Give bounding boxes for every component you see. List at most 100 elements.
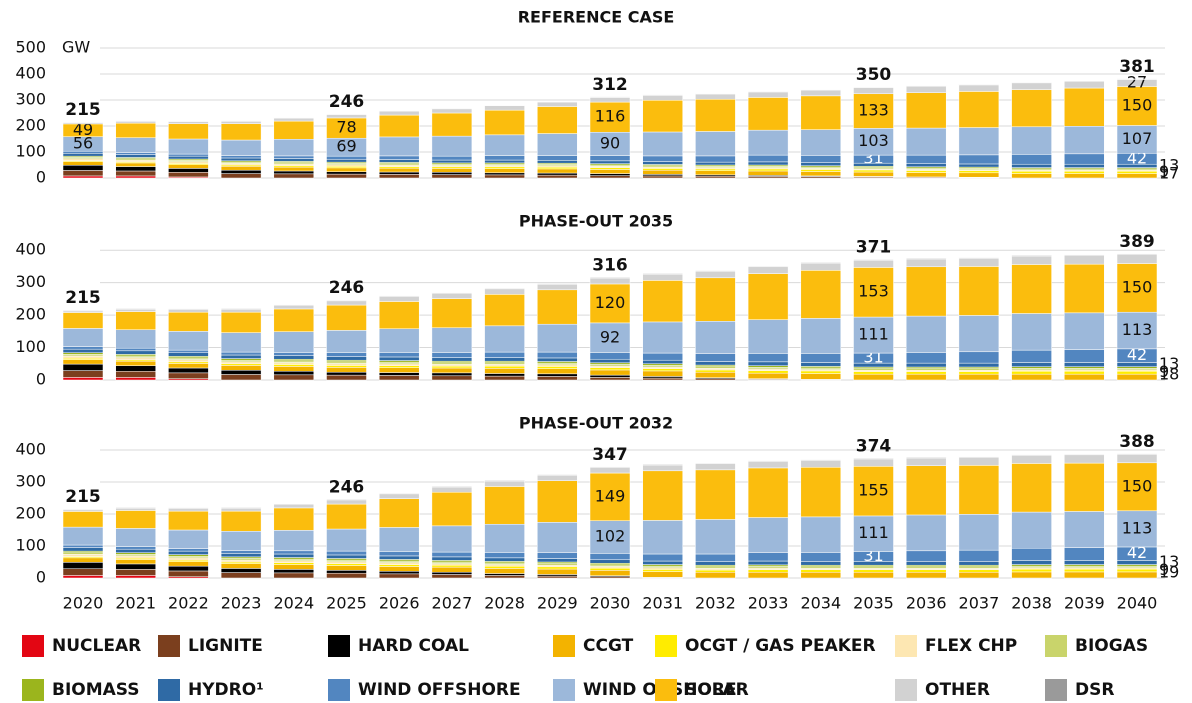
bar-segment (484, 375, 525, 381)
bar-segment (62, 346, 104, 350)
bar-segment (958, 514, 1000, 551)
value-label: 17 (1159, 163, 1179, 182)
bar-segment (1064, 349, 1105, 363)
value-label: 90 (600, 133, 620, 152)
bar-segment (905, 170, 947, 173)
bar-segment (1064, 462, 1105, 512)
bar-segment (484, 166, 525, 169)
bar-segment (378, 110, 420, 112)
bar-segment (378, 352, 420, 358)
bar-segment (1011, 173, 1052, 179)
bar-segment (378, 492, 420, 495)
bar-segment (273, 305, 315, 310)
bar-segment (431, 159, 473, 164)
bar-segment (220, 309, 262, 313)
bar-segment (220, 550, 262, 554)
bar-segment (747, 265, 789, 268)
value-label: 107 (1122, 129, 1153, 148)
y-tick-label: 200 (15, 504, 46, 523)
bar-segment (220, 120, 262, 122)
bar-segment (62, 544, 104, 548)
bar-segment (62, 526, 104, 546)
bar-segment (273, 170, 315, 175)
bar-segment (905, 127, 947, 156)
bar-segment (958, 571, 1000, 579)
bar-segment (747, 91, 789, 98)
x-tick-label: 2035 (853, 594, 894, 613)
bar-segment (642, 560, 683, 565)
bar-segment (326, 550, 367, 556)
legend-label: NUCLEAR (52, 636, 141, 656)
bar-segment (431, 367, 473, 374)
bar-segment (484, 568, 525, 574)
bar-segment (62, 355, 104, 359)
bar-segment (220, 568, 262, 573)
bar-segment (905, 154, 947, 164)
total-label: 246 (329, 477, 365, 497)
value-label: 13 (1159, 155, 1179, 174)
value-label: 27 (1127, 72, 1147, 91)
y-tick-label: 200 (15, 305, 46, 324)
y-tick-label: 300 (15, 272, 46, 291)
bar-segment (273, 560, 315, 563)
bar-segment (62, 165, 104, 171)
bar-segment (800, 95, 842, 130)
bar-segment (431, 327, 473, 353)
bar-segment (115, 311, 156, 330)
x-tick-label: 2030 (590, 594, 631, 613)
bar-segment (905, 569, 947, 573)
bar-segment (484, 557, 525, 562)
bar-segment (326, 563, 367, 566)
bar-segment (589, 167, 631, 170)
bar-segment (1064, 126, 1105, 155)
bar-segment (431, 486, 473, 488)
bar-segment (589, 374, 631, 378)
bar-segment (800, 89, 842, 97)
bar-segment (484, 294, 525, 327)
bar-segment (326, 171, 367, 175)
bar-segment (62, 554, 104, 557)
bar-segment (484, 134, 525, 156)
bar-segment (1064, 547, 1105, 561)
bar-segment (747, 372, 789, 379)
bar-segment (220, 157, 262, 162)
bar-segment (220, 374, 262, 381)
value-label: 111 (858, 523, 889, 542)
bar-segment (589, 570, 631, 577)
bar-segment (62, 175, 104, 179)
bar-segment (958, 373, 1000, 381)
bar-segment (326, 499, 367, 501)
bar-segment (115, 559, 156, 565)
bar-segment (220, 531, 262, 551)
bar-segment (747, 129, 789, 156)
bar-segment (747, 154, 789, 163)
bar-segment (905, 362, 947, 368)
bar-segment (168, 557, 209, 561)
bar-segment (168, 331, 209, 351)
bar-segment (115, 162, 156, 167)
bar-segment (642, 168, 683, 171)
bar-segment (378, 136, 420, 157)
bar-segment (958, 258, 1000, 267)
bar-segment (115, 122, 156, 138)
bar-segment (537, 568, 578, 575)
total-label: 312 (592, 75, 628, 95)
bar-segment (273, 308, 315, 332)
bar-segment (1116, 125, 1158, 154)
value-label: 150 (1122, 277, 1153, 296)
bar-segment (168, 359, 209, 363)
bar-segment (1064, 80, 1105, 82)
bar-segment (326, 113, 367, 115)
bar-segment (326, 167, 367, 173)
bar-segment (905, 373, 947, 381)
bar-segment (220, 308, 262, 310)
bar-segment (642, 273, 683, 275)
bar-segment (326, 565, 367, 571)
bar-segment (168, 155, 209, 160)
bar-segment (958, 84, 1000, 92)
bar-segment (958, 362, 1000, 368)
bar-segment (747, 569, 789, 573)
bar-segment (1116, 263, 1158, 313)
bar-segment (1011, 454, 1052, 456)
value-label: 13 (1159, 552, 1179, 571)
